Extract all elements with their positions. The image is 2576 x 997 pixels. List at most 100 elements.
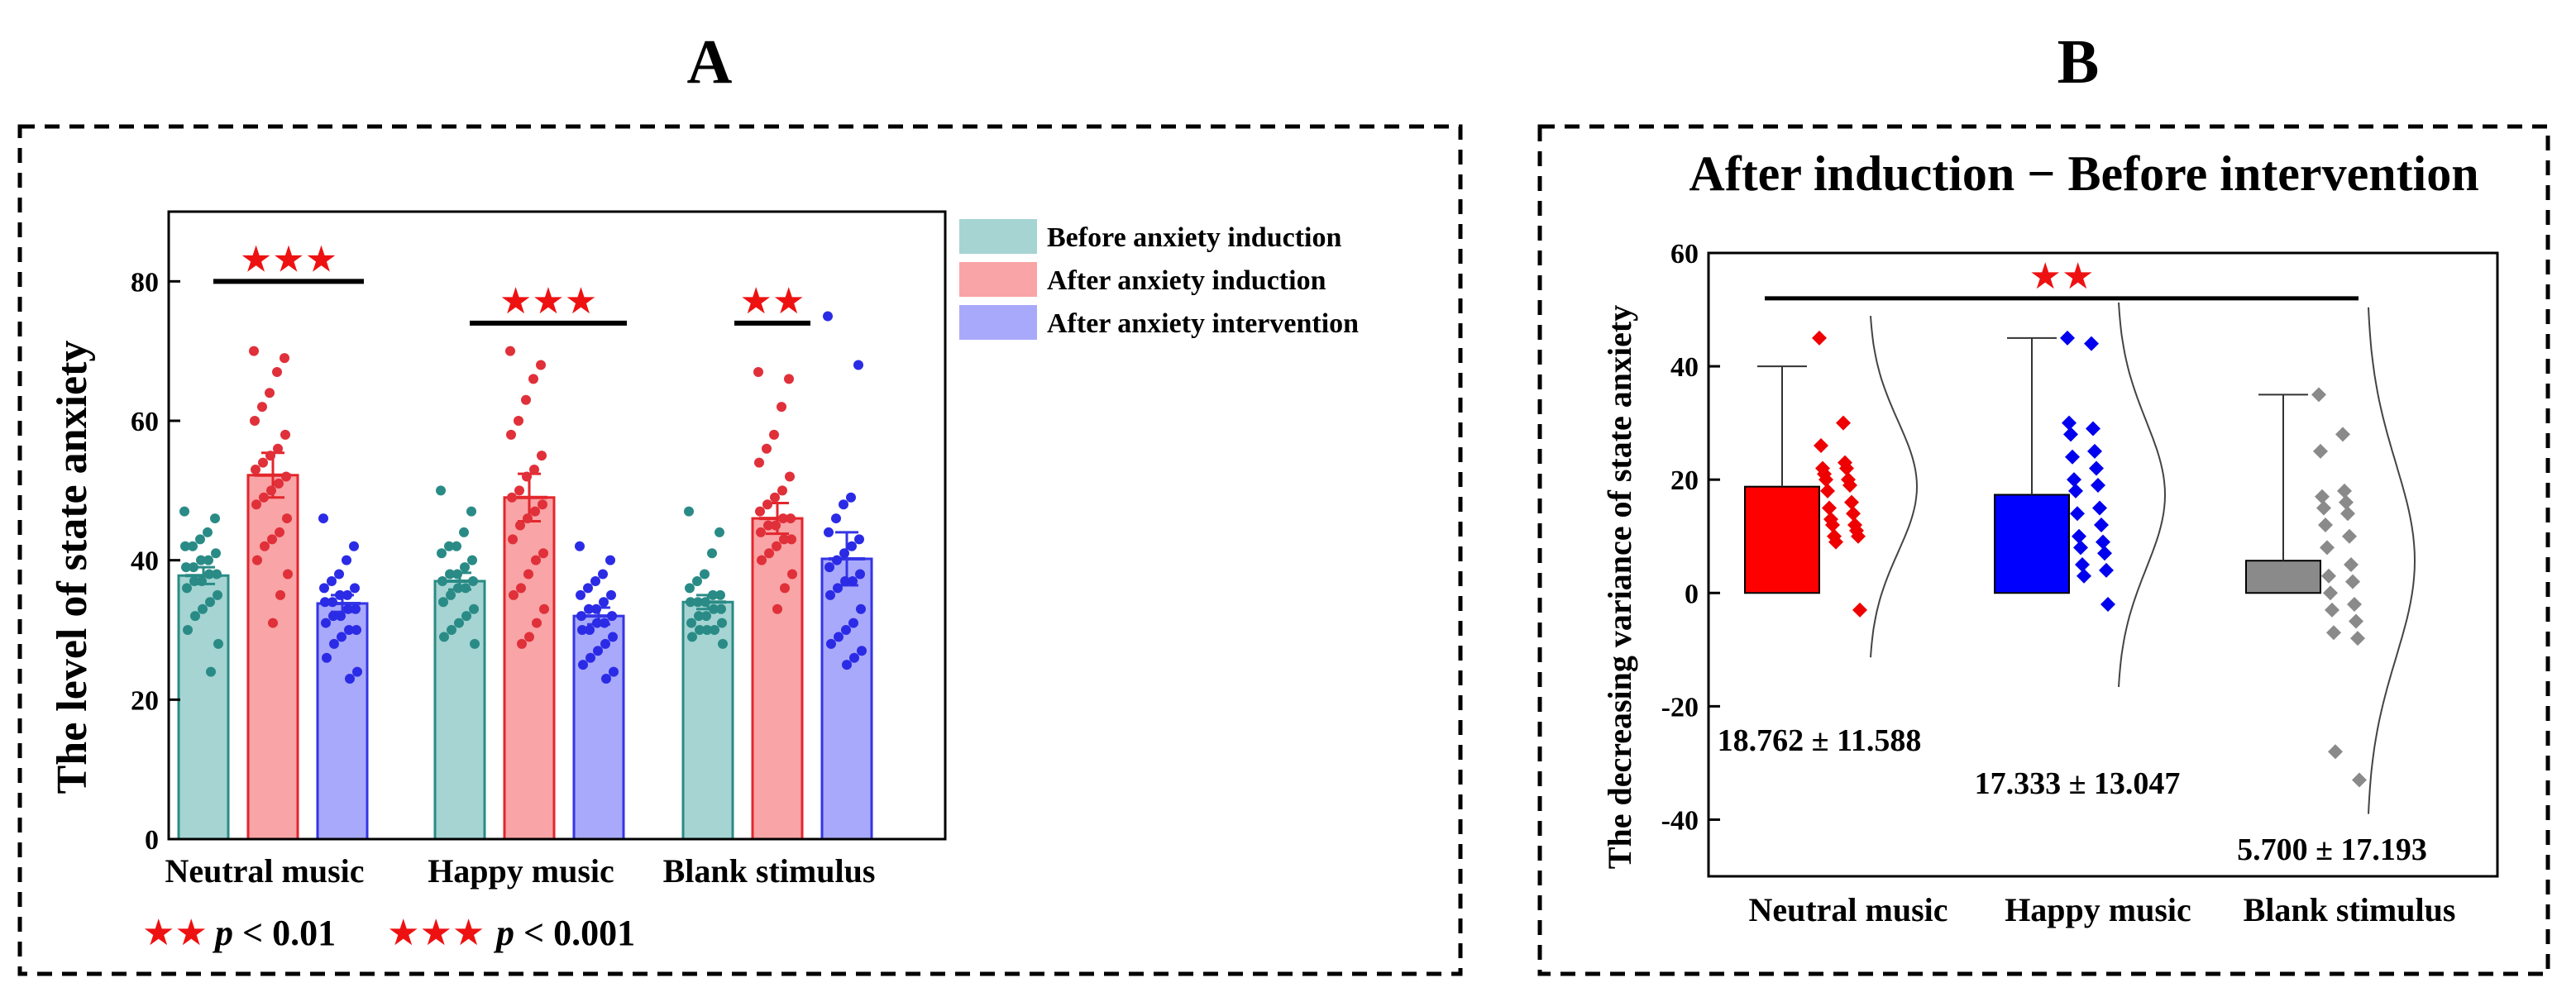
- point-1-0-15: [251, 499, 261, 510]
- point-1-1-23: [524, 632, 534, 642]
- note-three-rest: < 0.001: [514, 913, 635, 953]
- point-1-2-5: [754, 457, 764, 468]
- point-1-2-16: [786, 534, 796, 545]
- point-2-2-12: [848, 575, 858, 586]
- point-b-1-3: [2086, 421, 2100, 436]
- point-0-0-9: [189, 562, 198, 573]
- ytick-label-b-0: -40: [1661, 805, 1699, 836]
- point-1-2-18: [772, 541, 781, 551]
- point-0-2-3: [700, 569, 710, 580]
- point-b-1-19: [2099, 562, 2114, 578]
- point-0-2-16: [717, 618, 727, 628]
- point-1-1-19: [516, 583, 526, 594]
- point-2-1-19: [585, 652, 595, 663]
- point-1-1-12: [530, 506, 540, 517]
- legend-label-after: After anxiety induction: [1047, 265, 1326, 296]
- point-2-0-5: [319, 583, 329, 594]
- point-b-1-11: [2092, 500, 2107, 516]
- point-b-2-8: [2318, 518, 2333, 533]
- point-1-2-23: [772, 603, 782, 614]
- legend-swatch-intervention: [959, 305, 1037, 340]
- point-0-0-7: [203, 555, 213, 565]
- note-three-p: p: [493, 913, 514, 953]
- ytick-label-b-5: 60: [1670, 239, 1699, 270]
- point-2-0-4: [327, 575, 337, 586]
- chart-b-frame: [1707, 251, 2499, 878]
- point-b-0-9: [1842, 478, 1857, 494]
- point-0-1-13: [453, 583, 463, 594]
- point-0-2-9: [693, 597, 703, 608]
- point-0-2-5: [685, 583, 695, 594]
- point-2-2-0: [823, 311, 833, 322]
- point-0-0-8: [196, 555, 206, 565]
- point-2-1-3: [590, 575, 600, 586]
- point-1-0-17: [275, 527, 284, 537]
- point-b-0-5: [1839, 460, 1854, 476]
- point-2-2-23: [842, 660, 852, 670]
- point-b-0-19: [1851, 528, 1866, 544]
- point-1-0-7: [273, 443, 283, 454]
- point-0-2-6: [715, 589, 725, 600]
- point-0-2-1: [714, 527, 724, 537]
- xcat-a-2: Blank stimulus: [663, 852, 876, 890]
- point-0-2-21: [718, 638, 728, 649]
- point-b-1-0: [2060, 330, 2075, 346]
- point-2-2-8: [839, 548, 849, 559]
- point-2-2-15: [825, 589, 835, 600]
- point-0-0-2: [203, 527, 213, 537]
- point-2-2-2: [846, 492, 856, 503]
- point-0-0-13: [197, 575, 207, 586]
- point-1-1-21: [539, 603, 549, 614]
- point-2-1-14: [585, 625, 595, 635]
- ytick-label-b-3: 20: [1670, 465, 1699, 496]
- chart-b-title: After induction − Before intervention: [1689, 146, 2478, 201]
- note-two-rest: < 0.01: [233, 913, 336, 953]
- point-2-2-20: [826, 638, 836, 649]
- density-curve-b-0: [1870, 316, 1919, 658]
- point-1-2-22: [780, 583, 790, 594]
- point-2-0-3: [334, 569, 344, 580]
- point-1-2-2: [777, 402, 786, 413]
- point-2-1-20: [578, 660, 588, 670]
- point-1-1-1: [536, 360, 546, 370]
- point-1-0-3: [265, 388, 275, 398]
- chart-a-legend: Before anxiety induction After anxiety i…: [959, 219, 1359, 340]
- point-0-0-12: [204, 569, 214, 580]
- chart-b-ylabel: The decreasing variance of state anxiety: [1601, 305, 1638, 869]
- point-b-2-0: [2311, 387, 2326, 403]
- point-2-2-22: [849, 652, 859, 663]
- point-b-1-13: [2094, 518, 2109, 533]
- point-b-2-2: [2313, 443, 2328, 459]
- panel-a-frame: [17, 124, 1463, 976]
- point-2-1-16: [608, 632, 618, 642]
- chart-a-ylabel: The level of state anxiety: [49, 341, 96, 794]
- point-2-1-1: [605, 555, 615, 565]
- point-0-1-0: [436, 485, 446, 496]
- point-2-1-8: [591, 603, 601, 614]
- point-b-1-20: [2077, 568, 2091, 584]
- point-0-0-14: [189, 575, 199, 586]
- point-1-1-8: [522, 471, 532, 482]
- point-1-2-13: [771, 520, 781, 531]
- point-b-0-10: [1820, 483, 1835, 498]
- point-2-2-16: [856, 603, 866, 614]
- point-1-0-0: [249, 346, 259, 356]
- point-2-0-11: [351, 603, 361, 614]
- note-two-label: p < 0.01: [212, 913, 336, 953]
- point-0-1-6: [467, 555, 477, 565]
- point-b-2-9: [2342, 528, 2357, 544]
- legend-label-before: Before anxiety induction: [1047, 222, 1341, 253]
- point-2-1-2: [598, 569, 608, 580]
- point-b-0-0: [1812, 330, 1827, 346]
- panel-a-label: A: [687, 27, 733, 97]
- xcat-b-2: Blank stimulus: [2244, 891, 2456, 928]
- point-b-1-8: [2067, 472, 2081, 488]
- point-0-2-0: [684, 506, 694, 517]
- ytick-label-a-0: 0: [145, 825, 159, 856]
- point-0-0-6: [211, 548, 221, 559]
- point-b-2-14: [2323, 585, 2338, 601]
- point-1-1-9: [514, 485, 524, 496]
- point-2-1-11: [607, 611, 617, 622]
- density-curve-b-2: [2368, 307, 2416, 814]
